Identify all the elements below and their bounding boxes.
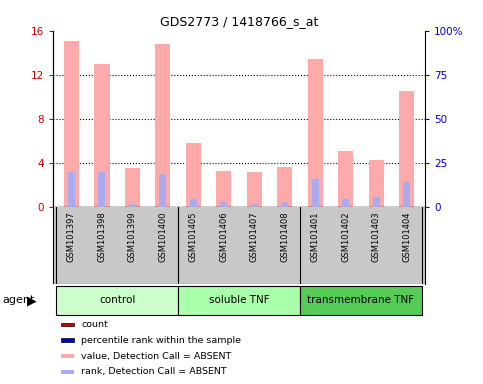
Bar (190, 199, 197, 207)
Text: GSM101404: GSM101404 (402, 211, 411, 262)
Bar (178, 286, 300, 315)
Bar (60, 370, 74, 374)
Text: GSM101398: GSM101398 (98, 211, 106, 262)
Text: GSM101401: GSM101401 (311, 211, 320, 262)
Bar (125, 167, 140, 207)
Bar (60, 338, 74, 342)
Bar (216, 171, 231, 207)
Bar (251, 204, 258, 207)
Text: ▶: ▶ (27, 294, 36, 307)
Bar (247, 172, 262, 207)
Bar (403, 182, 410, 207)
Text: count: count (82, 320, 108, 329)
Text: GSM101399: GSM101399 (128, 211, 137, 262)
Bar (186, 143, 201, 207)
Bar (399, 91, 414, 207)
Bar (220, 202, 227, 207)
Title: GDS2773 / 1418766_s_at: GDS2773 / 1418766_s_at (160, 15, 318, 28)
Bar (312, 179, 319, 207)
Bar (60, 323, 74, 326)
Bar (155, 44, 170, 207)
Bar (94, 64, 110, 207)
Bar (369, 160, 384, 207)
Bar (129, 204, 136, 207)
Text: agent: agent (2, 295, 35, 306)
Text: GSM101406: GSM101406 (219, 211, 228, 262)
Bar (338, 151, 354, 207)
Text: control: control (99, 295, 135, 305)
Text: value, Detection Call = ABSENT: value, Detection Call = ABSENT (82, 352, 232, 361)
Bar (159, 174, 166, 207)
Bar (373, 197, 380, 207)
Text: GSM101403: GSM101403 (372, 211, 381, 262)
Text: transmembrane TNF: transmembrane TNF (308, 295, 414, 305)
Text: GSM101405: GSM101405 (189, 211, 198, 262)
Text: GSM101407: GSM101407 (250, 211, 259, 262)
Text: GSM101408: GSM101408 (280, 211, 289, 262)
Text: GSM101400: GSM101400 (158, 211, 168, 262)
Bar (99, 172, 105, 207)
Text: GSM101397: GSM101397 (67, 211, 76, 262)
Text: soluble TNF: soluble TNF (209, 295, 270, 305)
Text: GSM101402: GSM101402 (341, 211, 350, 262)
Bar (342, 199, 349, 207)
Bar (282, 202, 288, 207)
Bar (56, 286, 178, 315)
Bar (308, 60, 323, 207)
Bar (68, 172, 75, 207)
Text: percentile rank within the sample: percentile rank within the sample (82, 336, 242, 345)
Bar (300, 286, 422, 315)
Text: rank, Detection Call = ABSENT: rank, Detection Call = ABSENT (82, 367, 227, 376)
Bar (277, 167, 292, 207)
Bar (60, 354, 74, 358)
Bar (64, 41, 79, 207)
